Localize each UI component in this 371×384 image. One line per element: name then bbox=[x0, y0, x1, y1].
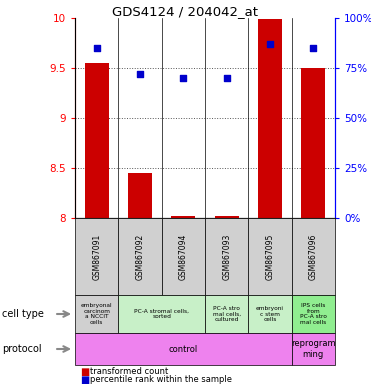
Text: PC-A stromal cells,
sorted: PC-A stromal cells, sorted bbox=[134, 309, 189, 319]
Point bbox=[180, 75, 186, 81]
Text: transformed count: transformed count bbox=[90, 367, 168, 376]
Bar bbox=[85, 63, 109, 218]
Text: PC-A stro
mal cells,
cultured: PC-A stro mal cells, cultured bbox=[213, 306, 241, 322]
Text: GSM867092: GSM867092 bbox=[135, 233, 144, 280]
Text: GSM867093: GSM867093 bbox=[222, 233, 231, 280]
Point bbox=[267, 41, 273, 47]
Bar bbox=[258, 19, 282, 218]
Text: GSM867091: GSM867091 bbox=[92, 233, 101, 280]
Point bbox=[94, 45, 100, 51]
Text: ■: ■ bbox=[80, 367, 89, 377]
Text: cell type: cell type bbox=[2, 309, 44, 319]
Text: control: control bbox=[169, 344, 198, 354]
Point bbox=[137, 71, 143, 77]
Text: GSM867094: GSM867094 bbox=[179, 233, 188, 280]
Point bbox=[311, 45, 316, 51]
Bar bbox=[128, 173, 152, 218]
Bar bbox=[215, 216, 239, 218]
Text: embryoni
c stem
cells: embryoni c stem cells bbox=[256, 306, 284, 322]
Text: percentile rank within the sample: percentile rank within the sample bbox=[90, 376, 232, 384]
Text: GSM867095: GSM867095 bbox=[266, 233, 275, 280]
Text: embryonal
carcinom
a NCCIT
cells: embryonal carcinom a NCCIT cells bbox=[81, 303, 112, 325]
Text: IPS cells
from
PC-A stro
mal cells: IPS cells from PC-A stro mal cells bbox=[300, 303, 327, 325]
Bar bbox=[301, 68, 325, 218]
Text: GSM867096: GSM867096 bbox=[309, 233, 318, 280]
Text: reprogram
ming: reprogram ming bbox=[291, 339, 336, 359]
Bar bbox=[171, 216, 195, 218]
Text: GDS4124 / 204042_at: GDS4124 / 204042_at bbox=[112, 5, 259, 18]
Text: protocol: protocol bbox=[2, 344, 42, 354]
Point bbox=[224, 75, 230, 81]
Text: ■: ■ bbox=[80, 375, 89, 384]
